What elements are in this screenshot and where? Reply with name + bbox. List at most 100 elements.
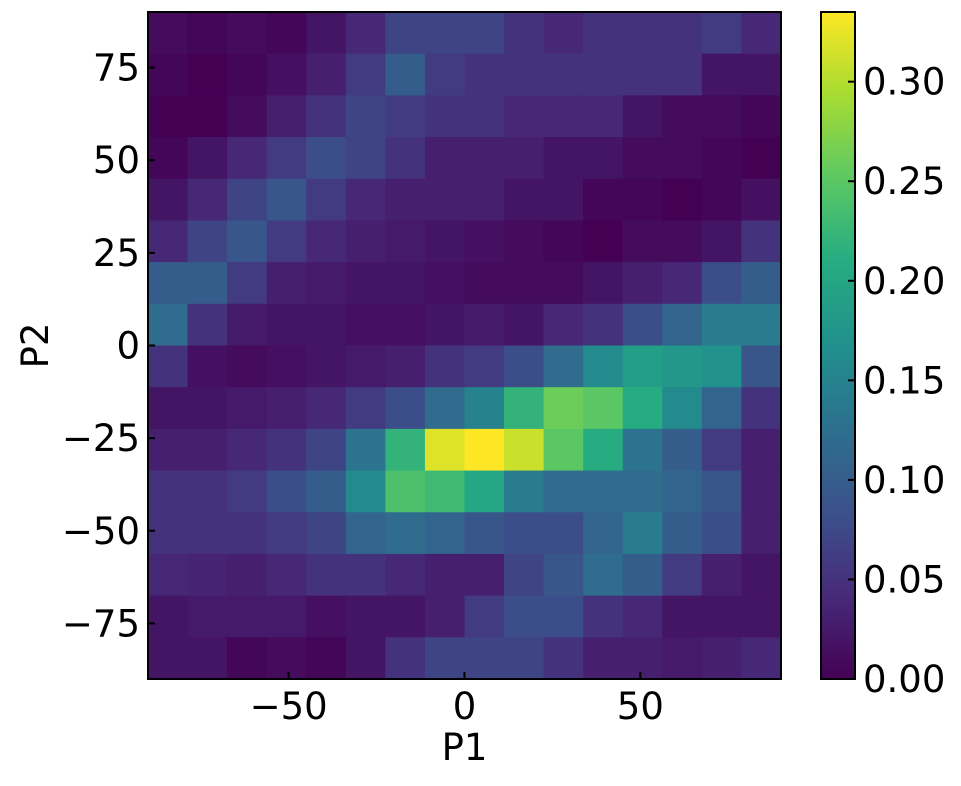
heatmap-cell [504, 512, 545, 555]
heatmap-cell [741, 137, 782, 180]
heatmap-cell [701, 387, 743, 430]
heatmap-cell [662, 53, 703, 96]
y-axis: −75 −50 −25 0 25 50 75 [62, 47, 155, 645]
heatmap-cell [306, 470, 347, 513]
heatmap-cell [464, 95, 505, 138]
heatmap-cell [583, 12, 624, 55]
heatmap-cell [306, 262, 347, 305]
heatmap-cell [227, 262, 268, 305]
heatmap-cell [622, 12, 663, 55]
heatmap-cell [622, 595, 663, 638]
heatmap-cell [187, 553, 228, 597]
heatmap-cell [504, 95, 545, 138]
heatmap-cell [583, 553, 624, 597]
heatmap-cell [345, 470, 386, 513]
heatmap-cell [148, 428, 189, 472]
heatmap-cell [583, 220, 624, 263]
heatmap-cell [187, 428, 228, 472]
heatmap-cell [227, 12, 268, 55]
heatmap-cell [306, 345, 347, 388]
heatmap-cell [543, 470, 584, 513]
heatmap-cell [424, 95, 466, 138]
heatmap-cell [227, 95, 268, 138]
heatmap-cell [385, 387, 426, 430]
y-tick-label: −75 [62, 602, 140, 645]
heatmap-cell [622, 262, 663, 305]
heatmap-cell [266, 262, 307, 305]
heatmap-cell [701, 178, 743, 222]
heatmap-cell [345, 428, 386, 472]
heatmap-cell [424, 53, 466, 96]
heatmap-cell [583, 178, 624, 222]
colorbar [820, 11, 856, 680]
x-tick-label: 50 [617, 685, 664, 728]
heatmap-cell [543, 53, 584, 96]
heatmap-cell [701, 428, 743, 472]
heatmap-cell [187, 387, 228, 430]
heatmap-cell [306, 178, 347, 222]
x-axis: −50 0 50 [250, 672, 664, 728]
heatmap-cell [266, 553, 307, 597]
heatmap-cell [741, 178, 782, 222]
heatmap-cell [148, 470, 189, 513]
heatmap-cell [464, 512, 505, 555]
heatmap-cell [464, 178, 505, 222]
heatmap-cell [306, 303, 347, 347]
heatmap-cell [741, 387, 782, 430]
heatmap-cell [187, 220, 228, 263]
heatmap-cell [504, 470, 545, 513]
heatmap-cell [306, 137, 347, 180]
y-tick-label: 75 [93, 47, 140, 90]
heatmap-cell [306, 428, 347, 472]
heatmap-cell [464, 12, 505, 55]
heatmap-cell [187, 95, 228, 138]
heatmap-cell [227, 53, 268, 96]
heatmap-cell [741, 428, 782, 472]
heatmap-cell [424, 178, 466, 222]
heatmap-cell [464, 262, 505, 305]
heatmap-cell [266, 220, 307, 263]
heatmap-cell [148, 595, 189, 638]
x-axis-label: P1 [442, 726, 488, 769]
heatmap-cell [306, 553, 347, 597]
heatmap-cell [385, 95, 426, 138]
heatmap-cell [345, 178, 386, 222]
heatmap-cell [424, 303, 466, 347]
heatmap-cell [227, 220, 268, 263]
heatmap-cell [148, 262, 189, 305]
heatmap-cell [385, 595, 426, 638]
colorbar-tick-label: 0.30 [863, 61, 945, 104]
y-tick-label: 50 [93, 139, 140, 182]
heatmap-cell [662, 303, 703, 347]
heatmap-cell [385, 345, 426, 388]
heatmap-cell [266, 137, 307, 180]
heatmap-cell [622, 345, 663, 388]
heatmap-cell [464, 428, 505, 472]
heatmap-cell [424, 470, 466, 513]
y-axis-label: P2 [14, 323, 57, 369]
heatmap-cell [504, 595, 545, 638]
heatmap-cell [543, 220, 584, 263]
heatmap-cell [622, 303, 663, 347]
heatmap-cell [662, 387, 703, 430]
heatmap-cell [464, 637, 505, 680]
heatmap-cell [148, 303, 189, 347]
heatmap-cell [622, 178, 663, 222]
heatmap-cell [148, 95, 189, 138]
heatmap-cell [701, 303, 743, 347]
heatmap-cell [583, 512, 624, 555]
heatmap-cell [662, 178, 703, 222]
heatmap-cell [504, 637, 545, 680]
heatmap-cell [464, 553, 505, 597]
heatmap-cell [345, 595, 386, 638]
heatmap-cell [148, 512, 189, 555]
heatmap-cell [701, 595, 743, 638]
heatmap-cell [583, 595, 624, 638]
heatmap-cell [741, 637, 782, 680]
y-tick-label: 25 [93, 232, 140, 275]
heatmap-cell [741, 595, 782, 638]
heatmap-cell [662, 262, 703, 305]
heatmap-cell [345, 637, 386, 680]
heatmap-cell [464, 303, 505, 347]
heatmap-cell [345, 220, 386, 263]
